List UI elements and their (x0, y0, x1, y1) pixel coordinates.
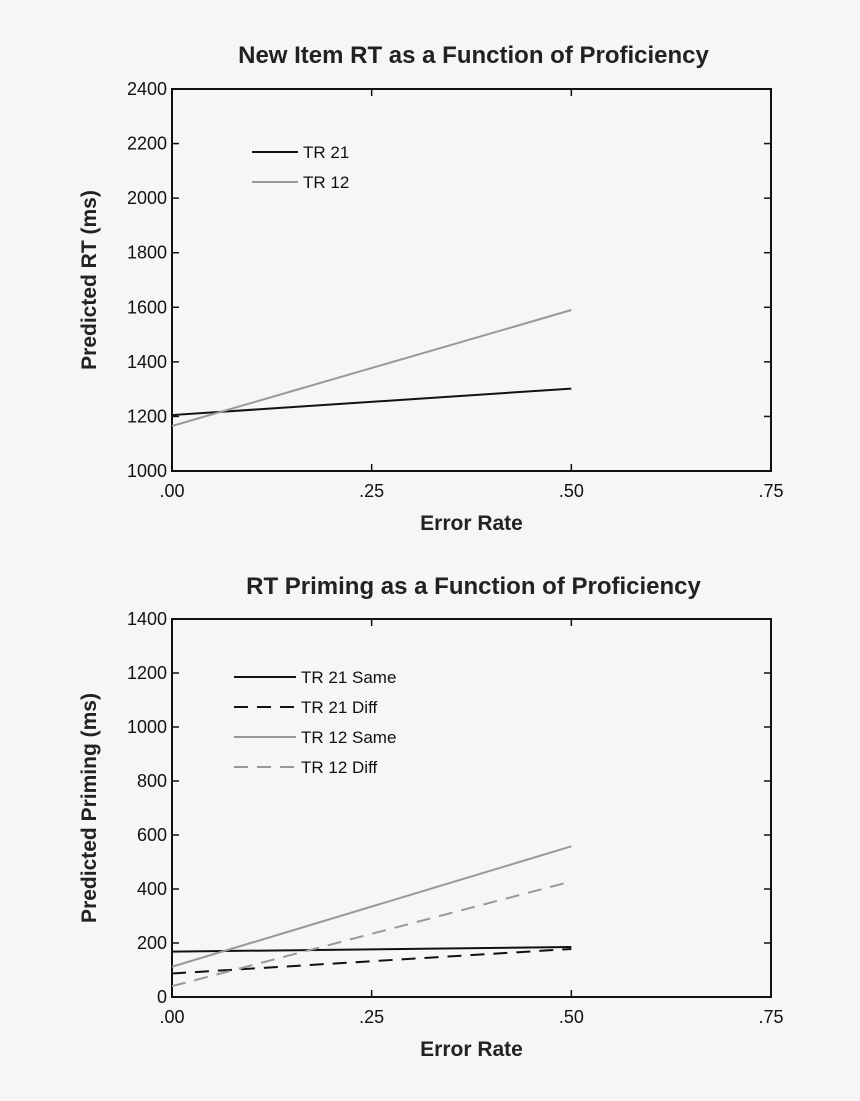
chart-title: New Item RT as a Function of Proficiency (238, 42, 709, 69)
y-tick-label: 1400 (127, 352, 167, 372)
y-tick-label: 2000 (127, 188, 167, 208)
x-tick-label: .50 (559, 1007, 584, 1027)
y-tick-label: 0 (157, 987, 167, 1007)
series-line-1 (171, 309, 572, 427)
y-tick-label: 200 (137, 933, 167, 953)
y-tick-label: 1000 (127, 461, 167, 481)
y-axis-label: Predicted RT (ms) (78, 190, 101, 370)
y-tick-label: 1800 (127, 243, 167, 263)
x-axis-label: Error Rate (420, 512, 523, 535)
y-tick-label: 1000 (127, 717, 167, 737)
series-line-0 (171, 387, 572, 417)
x-tick-label: .00 (159, 1007, 184, 1027)
x-tick-label: .75 (758, 1007, 783, 1027)
legend-label-1: TR 21 Diff (301, 698, 377, 717)
y-tick-label: 2400 (127, 79, 167, 99)
y-tick-label: 1600 (127, 297, 167, 317)
legend-label-3: TR 12 Diff (301, 758, 377, 777)
x-tick-label: .00 (159, 481, 184, 501)
plot-frame (171, 88, 772, 472)
legend-label-2: TR 12 Same (301, 728, 396, 747)
series-line-0 (171, 946, 572, 953)
x-tick-label: .75 (758, 481, 783, 501)
y-tick-label: 1200 (127, 406, 167, 426)
x-tick-label: .25 (359, 481, 384, 501)
legend-label-0: TR 21 Same (301, 668, 396, 687)
y-tick-label: 400 (137, 879, 167, 899)
y-tick-label: 800 (137, 771, 167, 791)
series-line-1 (171, 947, 572, 975)
plot-frame (171, 618, 772, 998)
x-tick-label: .50 (559, 481, 584, 501)
y-tick-label: 1400 (127, 609, 167, 629)
y-tick-label: 2200 (127, 134, 167, 154)
chart-1: RT Priming as a Function of Proficiency 0… (78, 573, 784, 1061)
series-line-2 (171, 845, 572, 968)
y-tick-label: 600 (137, 825, 167, 845)
chart-title: RT Priming as a Function of Proficiency (246, 573, 701, 600)
y-axis-label: Predicted Priming (ms) (78, 693, 101, 923)
chart-0: New Item RT as a Function of Proficiency… (78, 42, 784, 535)
y-tick-label: 1200 (127, 663, 167, 683)
legend-label-0: TR 21 (303, 143, 349, 162)
x-tick-label: .25 (359, 1007, 384, 1027)
legend-label-1: TR 12 (303, 173, 349, 192)
x-axis-label: Error Rate (420, 1038, 523, 1061)
